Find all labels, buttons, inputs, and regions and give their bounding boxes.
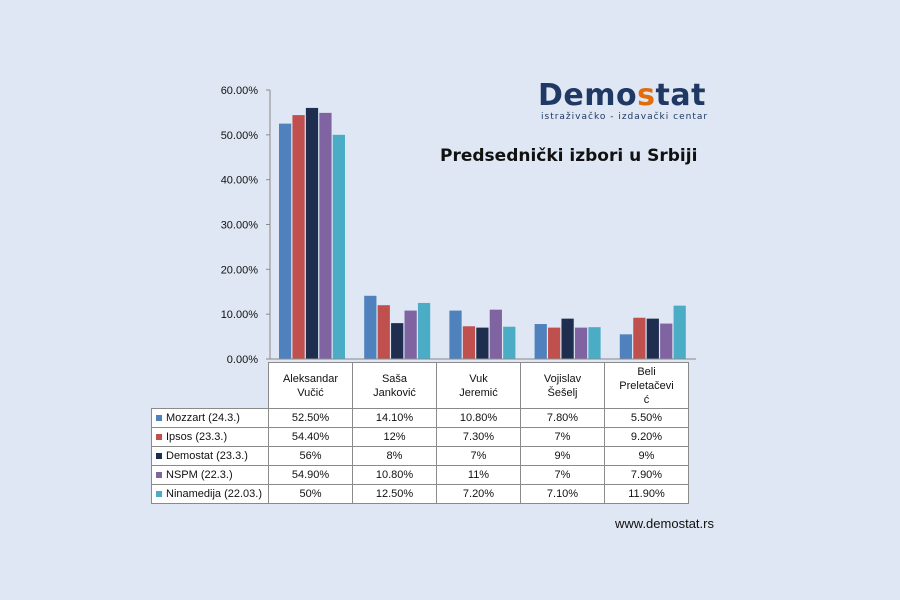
data-label: 7.80% [520, 408, 605, 428]
data-label: 50% [268, 484, 353, 504]
data-table: Aleksandar Vučić Saša Janković Vuk Jeremić Voj… [151, 362, 689, 504]
bar [332, 134, 345, 359]
data-label: 7.30% [436, 427, 521, 447]
legend-entry: Ipsos (23.3.) [151, 427, 269, 447]
bar [619, 334, 633, 359]
y-tick-label: 40.00% [221, 175, 259, 187]
y-tick-label: 30.00% [221, 220, 259, 232]
data-label: 54.40% [268, 427, 353, 447]
bar [561, 318, 574, 359]
bar [462, 326, 476, 359]
legend-swatch [156, 415, 162, 422]
data-label: 10.80% [436, 408, 521, 428]
category-label: Saša Janković [352, 362, 437, 409]
data-label: 56% [268, 446, 353, 466]
data-label: 54.90% [268, 465, 353, 485]
data-label: 7% [436, 446, 521, 466]
bar [305, 107, 319, 360]
data-label: 9.20% [604, 427, 689, 447]
chart-title: Predsednički izbori u Srbiji [440, 146, 698, 166]
data-label: 7.10% [520, 484, 605, 504]
legend-entry: Demostat (23.3.) [151, 446, 269, 466]
bar [534, 324, 547, 359]
y-tick-label: 20.00% [221, 264, 259, 276]
data-label: 52.50% [268, 408, 353, 428]
bar [489, 309, 502, 359]
data-label: 9% [604, 446, 689, 466]
demostat-logo: Demostat [538, 78, 706, 113]
data-label: 12.50% [352, 484, 437, 504]
category-label: Vuk Jeremić [436, 362, 521, 409]
table-row: Demostat (23.3.) 56% 8% 7% 9% 9% [151, 446, 689, 466]
data-label: 8% [352, 446, 437, 466]
legend-swatch [156, 434, 162, 441]
bar [673, 305, 686, 359]
bar [279, 123, 292, 360]
data-label: 11% [436, 465, 521, 485]
bar [292, 115, 305, 359]
data-label: 10.80% [352, 465, 437, 485]
legend-swatch [156, 453, 162, 460]
bar [377, 305, 390, 359]
category-label: Vojislav Šešelj [520, 362, 605, 409]
y-tick-label: 10.00% [221, 309, 259, 321]
data-label: 12% [352, 427, 437, 447]
y-tick-label: 60.00% [221, 85, 259, 97]
bar [548, 327, 561, 359]
bar [319, 112, 332, 360]
data-label: 5.50% [604, 408, 689, 428]
data-label: 7% [520, 465, 605, 485]
legend-entry: NSPM (22.3.) [151, 465, 269, 485]
bar [476, 327, 489, 359]
data-label: 9% [520, 446, 605, 466]
legend-swatch [156, 472, 162, 479]
bar [588, 327, 601, 359]
bar [660, 323, 673, 359]
bar [633, 317, 646, 359]
table-corner [152, 363, 269, 409]
legend-swatch [156, 491, 162, 498]
table-row: Mozzart (24.3.) 52.50% 14.10% 10.80% 7.80% 5.… [151, 408, 689, 428]
table-header-row: Aleksandar Vučić Saša Janković Vuk Jeremić Voj… [152, 362, 689, 409]
bar [404, 310, 417, 359]
data-label: 14.10% [352, 408, 437, 428]
data-label: 11.90% [604, 484, 689, 504]
category-label: Aleksandar Vučić [268, 362, 353, 409]
bar [646, 318, 659, 359]
category-label: Beli Preletačevi ć [604, 362, 689, 409]
y-tick-label: 0.00% [227, 354, 258, 366]
bar [449, 310, 462, 359]
data-label: 7% [520, 427, 605, 447]
table-row: Ipsos (23.3.) 54.40% 12% 7.30% 7% 9.20% [151, 427, 689, 447]
table-row: NSPM (22.3.) 54.90% 10.80% 11% 7% 7.90% [151, 465, 689, 485]
bar [364, 295, 377, 359]
logo-text-accent: s [637, 78, 656, 113]
legend-entry: Ninamedija (22.03.) [151, 484, 269, 504]
table-row: Ninamedija (22.03.) 50% 12.50% 7.20% 7.10% 11… [151, 484, 689, 504]
y-tick-label: 50.00% [221, 130, 259, 142]
data-label: 7.90% [604, 465, 689, 485]
legend-entry: Mozzart (24.3.) [151, 408, 269, 428]
bar [503, 326, 516, 359]
logo-subtitle: istraživačko - izdavački centar [541, 112, 709, 122]
bar [574, 327, 588, 359]
logo-text-2: tat [655, 78, 706, 113]
bar [417, 302, 431, 359]
logo-text-1: Demo [538, 78, 638, 113]
website-url[interactable]: www.demostat.rs [615, 516, 714, 531]
data-label: 7.20% [436, 484, 521, 504]
bar [391, 323, 404, 359]
